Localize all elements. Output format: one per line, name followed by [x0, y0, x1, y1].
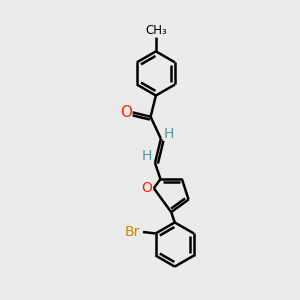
Text: H: H — [164, 127, 174, 140]
Text: O: O — [120, 105, 132, 120]
Text: H: H — [142, 149, 152, 164]
Text: O: O — [141, 181, 152, 195]
Text: CH₃: CH₃ — [145, 24, 167, 37]
Text: Br: Br — [124, 225, 140, 239]
